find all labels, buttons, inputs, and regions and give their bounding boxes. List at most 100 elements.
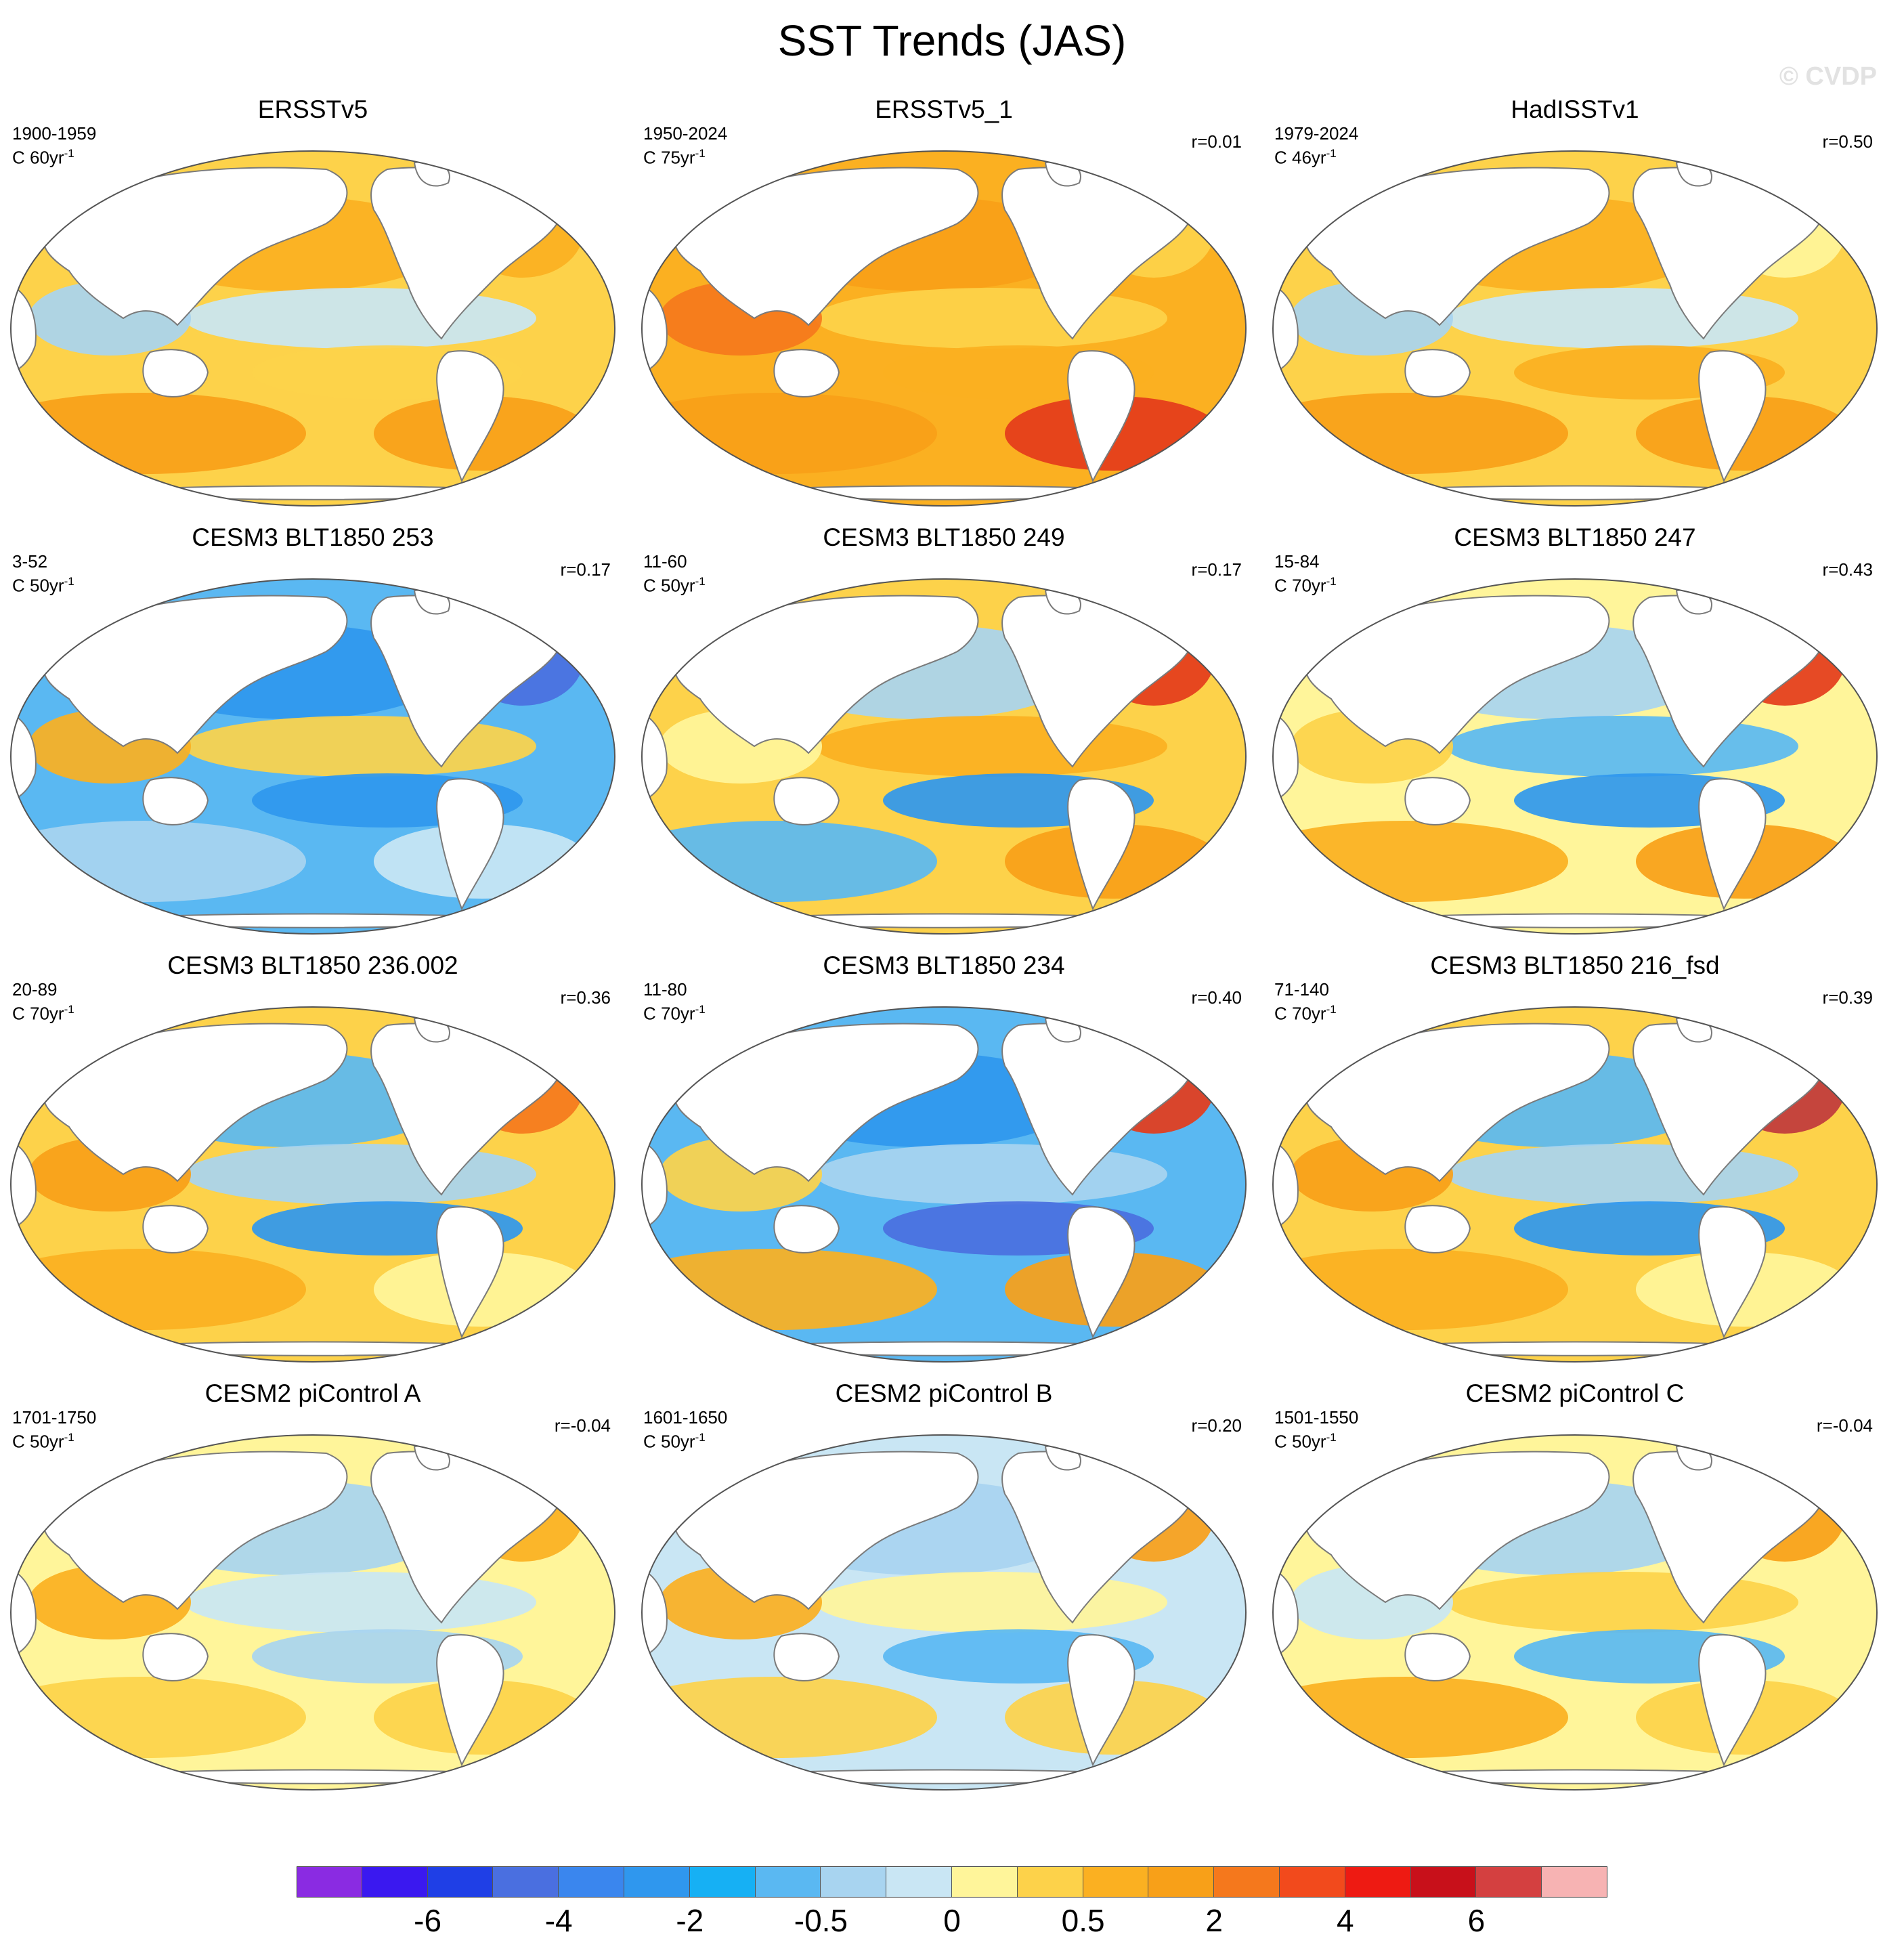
panel-period: 11-80 [643,979,687,1000]
pattern-correlation: r=-0.04 [554,1415,611,1436]
units-exponent: -1 [1326,1431,1337,1444]
units-exponent: -1 [695,1003,706,1016]
sst-anomaly-patch [1446,1572,1798,1633]
panel-units: C 70yr-1 [1274,572,1337,596]
map-panel: CESM3 BLT1850 216_fsd 71-140 C 70yr-1 r=0.3… [1270,951,1880,1364]
colorbar-tick-label: 0.5 [1061,1903,1105,1938]
panel-title: CESM3 BLT1850 216_fsd [1430,951,1720,979]
colorbar-swatch [1345,1866,1411,1898]
land-mass [42,167,348,326]
units-exponent: -1 [695,575,706,588]
map-outline [1272,1006,1878,1363]
land-mass [95,485,530,500]
sst-anomaly-patch [1446,1144,1798,1205]
map-outline [10,1006,615,1363]
panel-period: 11-60 [643,551,687,572]
colorbar-tick-label: -0.5 [794,1903,848,1938]
panel-title: CESM3 BLT1850 253 [192,523,434,551]
sst-trend-map [641,1006,1247,1363]
panel-units-text: C 50yr [643,1431,695,1452]
sst-trend-map [641,150,1247,507]
land-mass [727,485,1161,500]
map-panel: CESM2 piControl B 1601-1650 C 50yr-1 r=0.20 [639,1379,1249,1792]
sst-anomaly-patch [184,716,536,777]
colorbar-tick-label: -4 [544,1903,573,1938]
sst-trend-map [10,150,615,507]
land-mass [1698,778,1767,911]
panel-units-text: C 50yr [12,575,64,596]
map-outline [10,1434,615,1791]
colorbar-swatch [952,1866,1018,1898]
land-mass [773,1205,840,1253]
panel-units-text: C 50yr [12,1431,64,1452]
land-mass [727,1769,1161,1784]
colorbar-swatch [1214,1866,1280,1898]
colorbar-swatch [689,1866,756,1898]
land-mass [436,1206,504,1339]
sst-trend-map [1272,578,1878,935]
units-exponent: -1 [695,1431,706,1444]
units-exponent: -1 [1326,147,1337,160]
sst-trend-map [641,1434,1247,1791]
panel-units: C 70yr-1 [12,1000,74,1024]
map-panel: ERSSTv5_1 1950-2024 C 75yr-1 r=0.01 [639,95,1249,508]
panel-units-text: C 70yr [1274,1003,1326,1024]
panel-units: C 50yr-1 [643,1428,706,1452]
land-mass [1067,350,1135,483]
colorbar-swatch [1542,1866,1607,1898]
sst-anomaly-patch [815,1144,1167,1205]
pattern-correlation: r=0.36 [560,987,611,1008]
sst-anomaly-patch [815,716,1167,777]
land-mass [773,1633,840,1681]
panel-period: 71-140 [1274,979,1329,1000]
map-outline [1272,150,1878,507]
sst-trend-map [10,1006,615,1363]
colorbar-tick-label: 2 [1205,1903,1223,1938]
panel-title: ERSSTv5_1 [875,95,1013,123]
land-mass [95,1341,530,1356]
map-panel: CESM3 BLT1850 247 15-84 C 70yr-1 r=0.43 [1270,523,1880,936]
land-mass [1404,1633,1471,1681]
land-mass [142,349,209,398]
sst-trend-map [1272,1006,1878,1363]
sst-anomaly-patch [184,1572,536,1633]
land-mass [1067,1206,1135,1339]
pattern-correlation: r=-0.04 [1816,1415,1873,1436]
panel-title: HadISSTv1 [1511,95,1639,123]
colorbar-swatch [1410,1866,1477,1898]
land-mass [42,1451,348,1610]
colorbar-swatch [1280,1866,1345,1898]
land-mass [1358,485,1792,500]
land-mass [727,1341,1161,1356]
map-outline [10,578,615,935]
panel-units: C 50yr-1 [1274,1428,1337,1452]
figure-title: SST Trends (JAS) [777,16,1127,65]
panel-period: 1601-1650 [643,1407,728,1428]
colorbar-swatch [1083,1866,1149,1898]
land-mass [436,1634,504,1767]
land-mass [95,913,530,928]
map-panel: ERSSTv5 1900-1959 C 60yr-1 [8,95,618,508]
panel-units-text: C 70yr [12,1003,64,1024]
sst-anomaly-patch [184,1144,536,1205]
colorbar-swatch [1476,1866,1542,1898]
panel-period: 1900-1959 [12,123,97,144]
map-panel: CESM3 BLT1850 249 11-60 C 50yr-1 r=0.17 [639,523,1249,936]
land-mass [1304,167,1610,326]
panel-units-text: C 50yr [643,575,695,596]
colorbar-swatch [624,1866,690,1898]
colorbar-tick-label: 6 [1467,1903,1486,1938]
map-panel: CESM3 BLT1850 234 11-80 C 70yr-1 r=0.40 [639,951,1249,1364]
sst-anomaly-patch [815,1572,1167,1633]
land-mass [1067,1634,1135,1767]
sst-trend-map [10,578,615,935]
panel-title: ERSSTv5 [257,95,368,123]
land-mass [673,595,979,754]
pattern-correlation: r=0.40 [1191,987,1242,1008]
pattern-correlation: r=0.01 [1191,131,1242,152]
panel-units: C 46yr-1 [1274,144,1337,168]
sst-trend-map [1272,1434,1878,1791]
land-mass [1698,1634,1767,1767]
map-outline [641,1434,1247,1791]
pattern-correlation: r=0.43 [1822,559,1873,580]
